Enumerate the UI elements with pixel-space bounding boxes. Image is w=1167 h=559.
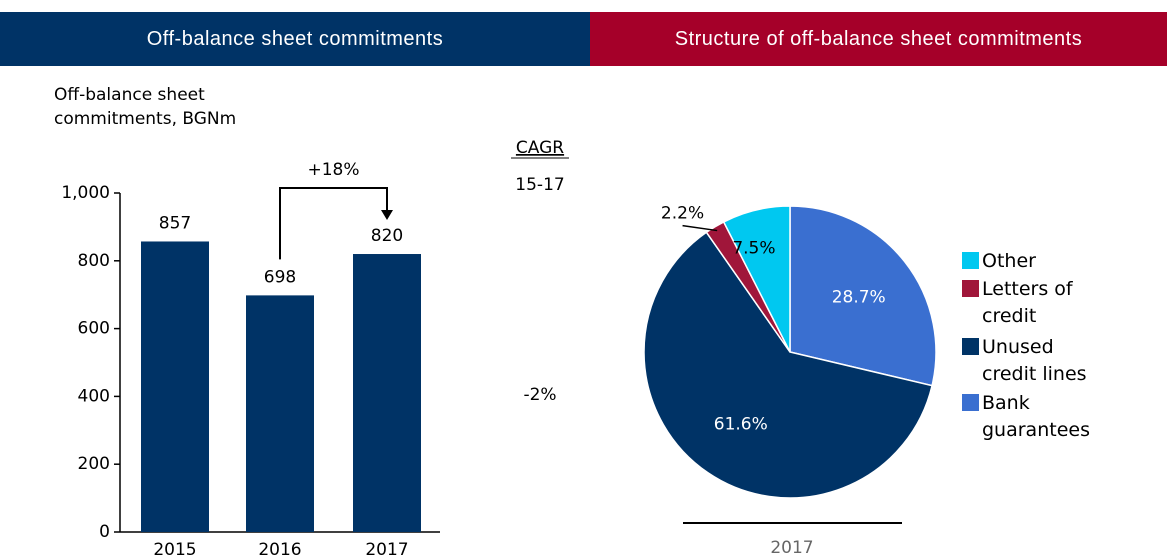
pie-slice [643, 231, 933, 499]
bar [141, 241, 209, 533]
slice-label: 2.2% [661, 204, 704, 224]
legend-label: Bank guarantees [982, 392, 1090, 441]
legend-swatch [962, 280, 979, 297]
growth-arrowhead [381, 210, 393, 221]
pie-slice [789, 205, 937, 387]
slice-label: 28.7% [832, 288, 886, 308]
x-tick-label: 2016 [258, 540, 301, 559]
pie-slice [722, 205, 791, 353]
y-tick-label: 1,000 [61, 183, 110, 203]
y-tick-label: 600 [78, 319, 110, 339]
value-label: 857 [159, 213, 191, 233]
slice-label: 7.5% [732, 239, 775, 259]
x-tick-label: 2017 [365, 540, 408, 559]
header-right: Structure of off-balance sheet commitmen… [590, 12, 1167, 66]
growth-label: +18% [307, 160, 359, 180]
cagr-value: -2% [523, 385, 556, 405]
leader-line [682, 224, 718, 232]
cagr-period: 15-17 [515, 175, 564, 195]
header-left: Off-balance sheet commitments [0, 12, 590, 66]
bar [353, 254, 421, 532]
bar [246, 295, 314, 532]
slice-label: 61.6% [714, 414, 768, 434]
x-tick-label: 2015 [153, 540, 196, 559]
bar-chart-title: Off-balance sheet commitments, BGNm [54, 85, 237, 129]
legend-swatch [962, 338, 979, 355]
legend-label: Unused credit lines [982, 336, 1087, 385]
value-label: 820 [371, 226, 403, 246]
pie-x-label: 2017 [770, 538, 813, 558]
y-tick-label: 400 [78, 386, 110, 406]
value-label: 698 [264, 267, 296, 287]
y-tick-label: 0 [99, 522, 110, 542]
legend-swatch [962, 252, 979, 269]
y-tick-label: 800 [78, 251, 110, 271]
y-tick-label: 200 [78, 454, 110, 474]
cagr-label: CAGR [516, 138, 564, 158]
legend-label: Letters of credit [982, 278, 1073, 327]
legend-label: Other [982, 250, 1036, 272]
growth-bracket [279, 187, 388, 260]
legend-swatch [962, 394, 979, 411]
